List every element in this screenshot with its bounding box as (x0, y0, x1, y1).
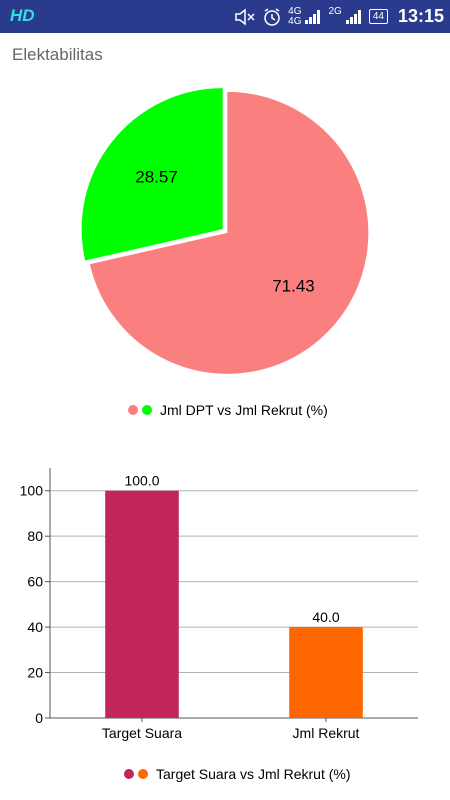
y-tick-label: 60 (27, 574, 43, 590)
legend-dot-target-suara (124, 769, 134, 779)
signal-icon (345, 0, 363, 33)
bar-value-label: 40.0 (312, 609, 339, 625)
network-4g: 4G 4G (288, 5, 302, 27)
y-tick-label: 20 (27, 665, 43, 681)
pie-value-label: 28.57 (135, 167, 178, 186)
pie-chart: 71.43 28.57 (81, 88, 369, 374)
y-tick-label: 40 (27, 619, 43, 635)
pie-slice-jml-rekrut (81, 88, 223, 261)
y-tick-label: 80 (27, 528, 43, 544)
network-2g: 2G (328, 5, 342, 17)
page-title: Elektabilitas (12, 45, 103, 64)
bar-value-label: 100.0 (124, 473, 159, 489)
battery-icon: 44 (368, 9, 388, 24)
bar-jml-rekrut (289, 627, 363, 718)
signal-icon (304, 0, 322, 33)
bar-legend-label: Target Suara vs Jml Rekrut (%) (156, 766, 351, 782)
bar-target-suara (105, 490, 179, 718)
bar-legend: Target Suara vs Jml Rekrut (%) (124, 766, 351, 782)
pie-legend-label: Jml DPT vs Jml Rekrut (%) (160, 402, 328, 418)
x-tick-label: Target Suara (102, 725, 182, 741)
status-bar: HD 4G 4G 2G 44 13:15 (0, 0, 450, 33)
legend-dot-jml-rekrut (142, 405, 152, 415)
clock: 13:15 (397, 6, 444, 26)
carrier-label: HD (10, 6, 35, 25)
y-tick-label: 0 (35, 710, 43, 726)
y-tick-label: 100 (20, 483, 44, 499)
legend-dot-jml-dpt (128, 405, 138, 415)
pie-value-label: 71.43 (272, 277, 315, 296)
pie-legend: Jml DPT vs Jml Rekrut (%) (128, 402, 328, 418)
x-tick-label: Jml Rekrut (293, 725, 360, 741)
status-icons: 4G 4G 2G 44 13:15 (234, 0, 444, 33)
pie-slice-jml-dpt (89, 91, 369, 374)
alarm-icon (262, 0, 282, 33)
legend-dot-jml-rekrut (138, 769, 148, 779)
bar-chart: 0 20 40 60 80 100 100.0 Target Suara 40.0 Jml Rek… (20, 468, 418, 741)
mute-icon (234, 0, 256, 33)
